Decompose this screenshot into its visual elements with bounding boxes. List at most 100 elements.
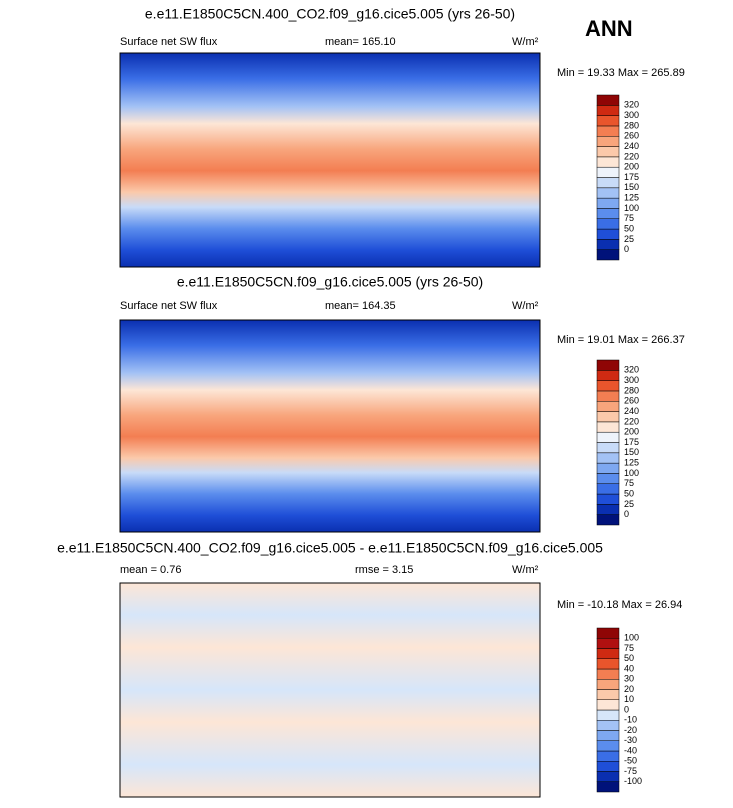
colorbar-box [596, 105, 620, 116]
colorbar-label: 260 [624, 396, 639, 406]
colorbar-label: -50 [624, 756, 637, 766]
map [119, 319, 541, 533]
colorbar-label: 20 [624, 684, 634, 694]
colorbar-box [596, 699, 620, 711]
season-label: ANN [585, 16, 633, 41]
colorbar-box [596, 431, 620, 443]
colorbar-box [596, 249, 620, 261]
colorbar-label: 240 [624, 141, 639, 151]
min-max: Min = 19.33 Max = 265.89 [557, 67, 685, 79]
colorbar-label: 280 [624, 120, 639, 130]
colorbar-box [596, 228, 620, 240]
colorbar-box [596, 504, 620, 515]
colorbar-box [596, 125, 620, 137]
left-label: mean = 0.76 [120, 564, 181, 576]
colorbar-box [596, 689, 620, 700]
colorbar-label: 0 [624, 244, 629, 254]
colorbar-label: 200 [624, 427, 639, 437]
left-label: Surface net SW flux [120, 300, 218, 312]
colorbar-label: -20 [624, 725, 637, 735]
colorbar-box [596, 771, 620, 782]
colorbar-label: 75 [624, 478, 634, 488]
colorbar-box [596, 638, 620, 649]
colorbar-box [596, 648, 620, 659]
colorbar-box [596, 421, 620, 433]
colorbar-label: 75 [624, 643, 634, 653]
units: W/m² [512, 564, 539, 576]
colorbar-label: -30 [624, 735, 637, 745]
colorbar-box [596, 658, 620, 670]
colorbar-box [596, 136, 620, 147]
colorbar-label: 125 [624, 458, 639, 468]
colorbar-label: -40 [624, 745, 637, 755]
colorbar-box [596, 177, 620, 189]
center-label: mean= 165.10 [325, 36, 396, 48]
colorbar-box [596, 146, 620, 158]
colorbar-box [596, 627, 620, 639]
colorbar-box [596, 720, 620, 731]
colorbar-label: -10 [624, 715, 637, 725]
colorbar-label: 100 [624, 633, 639, 643]
colorbar-label: 200 [624, 162, 639, 172]
colorbar-label: 50 [624, 653, 634, 663]
colorbar-box [596, 401, 620, 412]
min-max: Min = -10.18 Max = 26.94 [557, 599, 682, 611]
colorbar-label: 0 [624, 509, 629, 519]
colorbar-label: 150 [624, 182, 639, 192]
map [119, 52, 541, 268]
left-label: Surface net SW flux [120, 36, 218, 48]
center-label: mean= 164.35 [325, 300, 396, 312]
colorbar-label: 40 [624, 663, 634, 673]
colorbar-label: 175 [624, 172, 639, 182]
colorbar-label: 100 [624, 468, 639, 478]
panel-title: e.e11.E1850C5CN.f09_g16.cice5.005 (yrs 2… [177, 274, 483, 290]
colorbar-label: 50 [624, 488, 634, 498]
colorbar-box [596, 380, 620, 392]
colorbar-label: 220 [624, 416, 639, 426]
colorbar-box [596, 218, 620, 230]
colorbar-box [596, 411, 620, 423]
colorbar-label: 25 [624, 234, 634, 244]
center-label: rmse = 3.15 [355, 564, 413, 576]
colorbar-label: 260 [624, 131, 639, 141]
colorbar-label: 175 [624, 437, 639, 447]
colorbar-box [596, 115, 620, 127]
min-max: Min = 19.01 Max = 266.37 [557, 334, 685, 346]
colorbar-label: 0 [624, 704, 629, 714]
colorbar-box [596, 740, 620, 752]
colorbar-box [596, 239, 620, 250]
colorbar-label: 100 [624, 203, 639, 213]
colorbar-label: 25 [624, 499, 634, 509]
colorbar-label: 320 [624, 100, 639, 110]
panel-title: e.e11.E1850C5CN.400_CO2.f09_g16.cice5.00… [145, 6, 515, 22]
colorbar-label: 300 [624, 110, 639, 120]
colorbar-box [596, 781, 620, 793]
colorbar-label: 300 [624, 375, 639, 385]
colorbar-label: 125 [624, 193, 639, 203]
panel-title: e.e11.E1850C5CN.400_CO2.f09_g16.cice5.00… [57, 540, 603, 556]
colorbar-box [596, 473, 620, 484]
colorbar-label: 50 [624, 223, 634, 233]
colorbar-box [596, 679, 620, 690]
map [119, 582, 541, 798]
colorbar-box [596, 462, 620, 474]
units: W/m² [512, 300, 539, 312]
colorbar-box [596, 452, 620, 464]
units: W/m² [512, 36, 539, 48]
colorbar-box [596, 750, 620, 762]
colorbar-box [596, 156, 620, 168]
colorbar-label: -100 [624, 776, 642, 786]
colorbar-box [596, 390, 620, 402]
colorbar-box [596, 761, 620, 772]
colorbar-box [596, 197, 620, 209]
colorbar-label: 220 [624, 151, 639, 161]
colorbar-box [596, 442, 620, 454]
colorbar-box [596, 668, 620, 680]
colorbar-label: 30 [624, 674, 634, 684]
colorbar-box [596, 208, 620, 219]
colorbar-box [596, 730, 620, 741]
colorbar-box [596, 166, 620, 178]
colorbar-label: 75 [624, 213, 634, 223]
colorbar-box [596, 483, 620, 495]
